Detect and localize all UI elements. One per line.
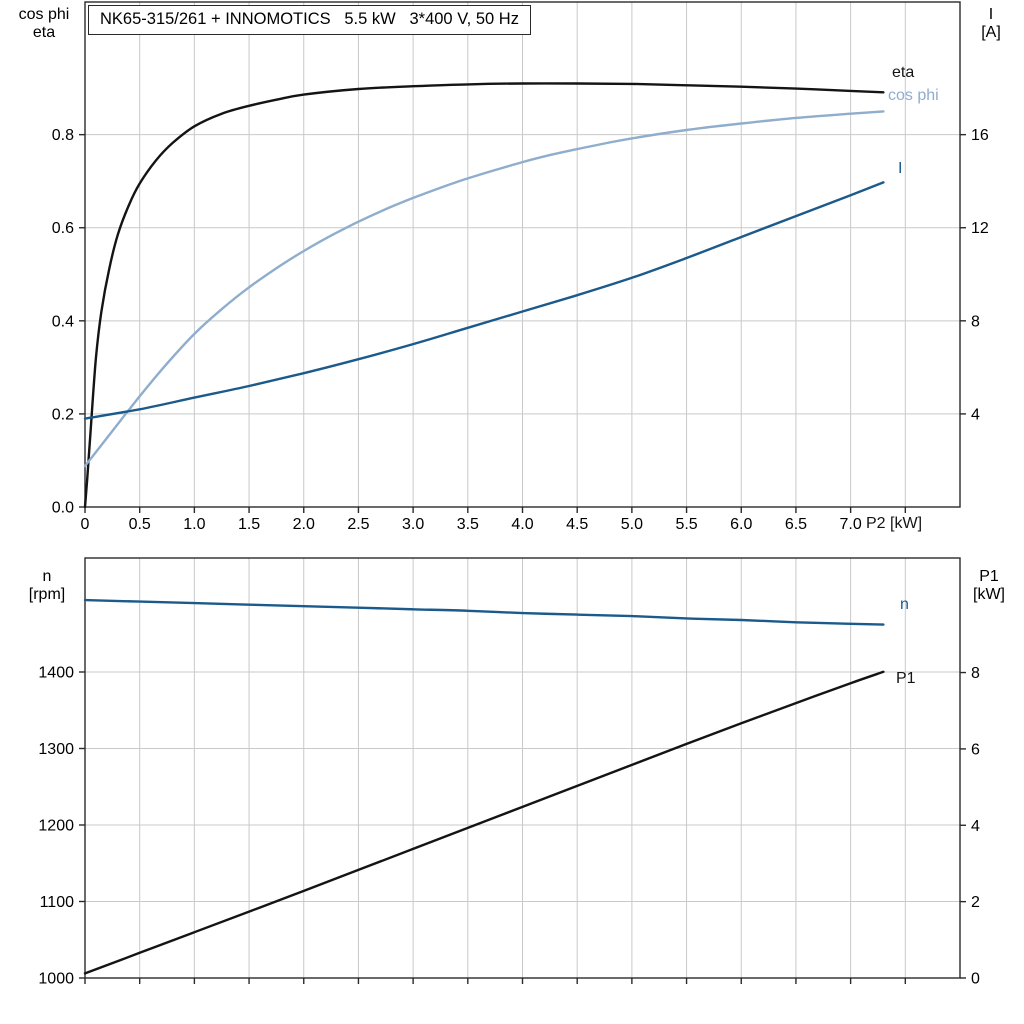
x-tick-label: 5.0 [621, 516, 643, 533]
left-tick-label: 1400 [38, 664, 74, 681]
axis-title-eta: eta [32, 24, 56, 41]
eta-curve-label: eta [892, 64, 915, 81]
curve-i [83, 181, 885, 420]
top-left-axis-title: cos phi eta [6, 6, 82, 42]
axis-title-p1: P1 [979, 568, 999, 585]
left-tick-label: 1000 [38, 971, 74, 988]
left-tick-label: 0.0 [52, 500, 74, 517]
x-axis-unit-label: P2 [kW] [866, 515, 923, 532]
left-tick-label: 0.6 [52, 220, 74, 237]
chart-title-box: NK65-315/261 + INNOMOTICS 5.5 kW 3*400 V… [88, 5, 531, 35]
bottom-left-axis-title: n [rpm] [12, 568, 82, 604]
axis-title-n: n [42, 568, 52, 585]
p1-curve-label: P1 [896, 670, 916, 687]
right-tick-label: 2 [971, 894, 980, 911]
left-tick-label: 0.8 [52, 127, 74, 144]
x-tick-label: 2.0 [293, 516, 315, 533]
right-tick-label: 8 [971, 313, 980, 330]
left-tick-label: 0.4 [52, 313, 74, 330]
right-tick-label: 16 [971, 127, 989, 144]
x-tick-label: 2.5 [347, 516, 369, 533]
right-tick-label: 4 [971, 406, 980, 423]
x-tick-label: 7.0 [840, 516, 862, 533]
right-tick-label: 12 [971, 220, 989, 237]
curve-cos-phi [83, 110, 885, 468]
curve-eta [83, 82, 885, 509]
chart-top: 0.0 0.2 0.4 0.6 0.8 4 8 12 16 0 0.5 1.0 1.5 2.0 2.5 3.0… [52, 1, 989, 533]
x-tick-label: 4.5 [566, 516, 588, 533]
right-tick-label: 0 [971, 971, 980, 988]
x-tick-label: 1.0 [183, 516, 205, 533]
left-tick-label: 0.2 [52, 406, 74, 423]
right-tick-label: 4 [971, 818, 980, 835]
x-tick-label: 3.0 [402, 516, 424, 533]
x-tick-label: 3.5 [457, 516, 479, 533]
x-tick-label: 4.0 [511, 516, 533, 533]
top-right-axis-title: I [A] [964, 6, 1018, 42]
left-tick-label: 1200 [38, 817, 74, 834]
axis-title-current: I [988, 6, 994, 23]
x-tick-label: 6.0 [730, 516, 752, 533]
n-curve-label: n [900, 596, 909, 613]
x-tick-label: 0 [81, 516, 90, 533]
left-tick-label: 1100 [40, 894, 75, 911]
axis-title-p1-unit: [kW] [973, 586, 1005, 603]
curve-n [83, 598, 885, 626]
chart-bottom: 1000 1100 1200 1300 1400 0 2 4 6 8 [38, 557, 980, 988]
curve-p1 [83, 670, 885, 975]
x-tick-label: 1.5 [238, 516, 260, 533]
right-tick-label: 8 [971, 665, 980, 682]
current-curve-label: I [898, 160, 903, 177]
x-tick-label: 5.5 [675, 516, 697, 533]
cos-phi-curve-label: cos phi [888, 87, 939, 104]
axis-title-current-unit: [A] [981, 24, 1001, 41]
x-tick-label: 6.5 [785, 516, 807, 533]
x-tick-label: 0.5 [129, 516, 151, 533]
right-tick-label: 6 [971, 741, 980, 758]
axis-title-n-unit: [rpm] [28, 586, 66, 603]
left-tick-label: 1300 [38, 741, 74, 758]
bottom-right-axis-title: P1 [kW] [960, 568, 1018, 604]
axis-title-cos-phi: cos phi [18, 6, 70, 23]
